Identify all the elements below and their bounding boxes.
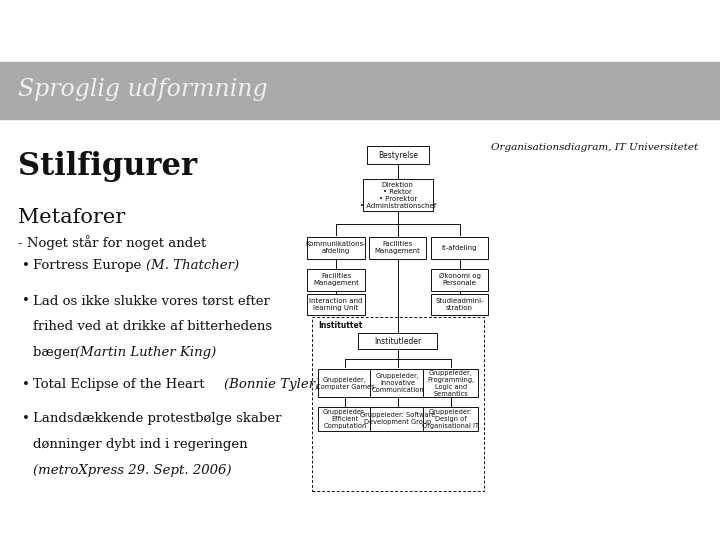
Text: Total Eclipse of the Heart: Total Eclipse of the Heart <box>33 378 209 391</box>
Text: Metaforer: Metaforer <box>18 208 125 227</box>
Text: Gruppeleder,
Efficient
Computation: Gruppeleder, Efficient Computation <box>323 409 366 429</box>
Text: (metroXpress 29. Sept. 2006): (metroXpress 29. Sept. 2006) <box>33 464 232 477</box>
Text: Facilities
Management: Facilities Management <box>313 273 359 286</box>
Text: Institutleder: Institutleder <box>374 337 421 346</box>
Bar <box>369 237 426 259</box>
Text: - Noget står for noget andet: - Noget står for noget andet <box>18 235 206 250</box>
Text: It-afdeling: It-afdeling <box>442 245 477 251</box>
Text: Gruppeleder,
Programming,
Logic and
Semantics: Gruppeleder, Programming, Logic and Sema… <box>427 369 474 396</box>
Bar <box>367 146 428 164</box>
Text: Gruppeleder,
Innovative
Communication: Gruppeleder, Innovative Communication <box>372 373 424 393</box>
Bar <box>312 317 484 491</box>
Text: Bestyrelse: Bestyrelse <box>378 151 418 160</box>
Text: Lad os ikke slukke vores tørst efter: Lad os ikke slukke vores tørst efter <box>33 294 270 307</box>
Text: bæger: bæger <box>33 346 81 359</box>
Text: Interaction and
learning Unit: Interaction and learning Unit <box>310 298 363 311</box>
Bar <box>318 369 372 397</box>
Bar <box>318 407 372 431</box>
Text: (Martin Luther King): (Martin Luther King) <box>76 346 217 359</box>
Text: Gruppeleder:
Design of
Organisational IT: Gruppeleder: Design of Organisational IT <box>422 409 480 429</box>
Bar <box>423 369 478 397</box>
Text: •: • <box>22 259 30 272</box>
Text: Landsdækkende protestbølge skaber: Landsdækkende protestbølge skaber <box>33 412 282 425</box>
Text: Gruppeleder,
Computer Games: Gruppeleder, Computer Games <box>315 376 374 390</box>
Bar <box>307 269 365 291</box>
Bar <box>371 369 425 397</box>
Text: Fortress Europe: Fortress Europe <box>33 259 145 272</box>
Bar <box>0 62 720 119</box>
Text: •: • <box>22 412 30 425</box>
Bar <box>362 179 433 211</box>
Bar <box>371 407 425 431</box>
Text: Facilities
Management: Facilities Management <box>375 241 420 254</box>
Bar <box>358 333 438 349</box>
Bar <box>431 237 488 259</box>
Text: Instituttet: Instituttet <box>318 321 363 330</box>
Bar <box>431 269 488 291</box>
Text: (Bonnie Tyler): (Bonnie Tyler) <box>224 378 320 391</box>
Text: Organisationsdiagram, IT Universitetet: Organisationsdiagram, IT Universitetet <box>491 143 698 152</box>
Text: Direktion
• Rektor
• Prorektor
• Administrationschef: Direktion • Rektor • Prorektor • Adminis… <box>360 181 436 208</box>
Text: Økonomi og
Personale: Økonomi og Personale <box>438 273 480 286</box>
Text: Sproglig udformning: Sproglig udformning <box>18 78 268 101</box>
Text: •: • <box>22 378 30 391</box>
Text: Stilfigurer: Stilfigurer <box>18 151 197 182</box>
Bar <box>307 237 365 259</box>
Bar <box>431 294 488 315</box>
Text: frihed ved at drikke af bitterhedens: frihed ved at drikke af bitterhedens <box>33 320 272 333</box>
Text: Gruppeleder: Software
Development Group: Gruppeleder: Software Development Group <box>360 413 436 426</box>
Text: Studieadmini-
stration: Studieadmini- stration <box>435 298 484 311</box>
Bar <box>307 294 365 315</box>
Bar <box>423 407 478 431</box>
Text: dønninger dybt ind i regeringen: dønninger dybt ind i regeringen <box>33 438 248 451</box>
Text: •: • <box>22 294 30 307</box>
Text: (M. Thatcher): (M. Thatcher) <box>146 259 239 272</box>
Text: Kommunikations-
afdeling: Kommunikations- afdeling <box>306 241 366 254</box>
